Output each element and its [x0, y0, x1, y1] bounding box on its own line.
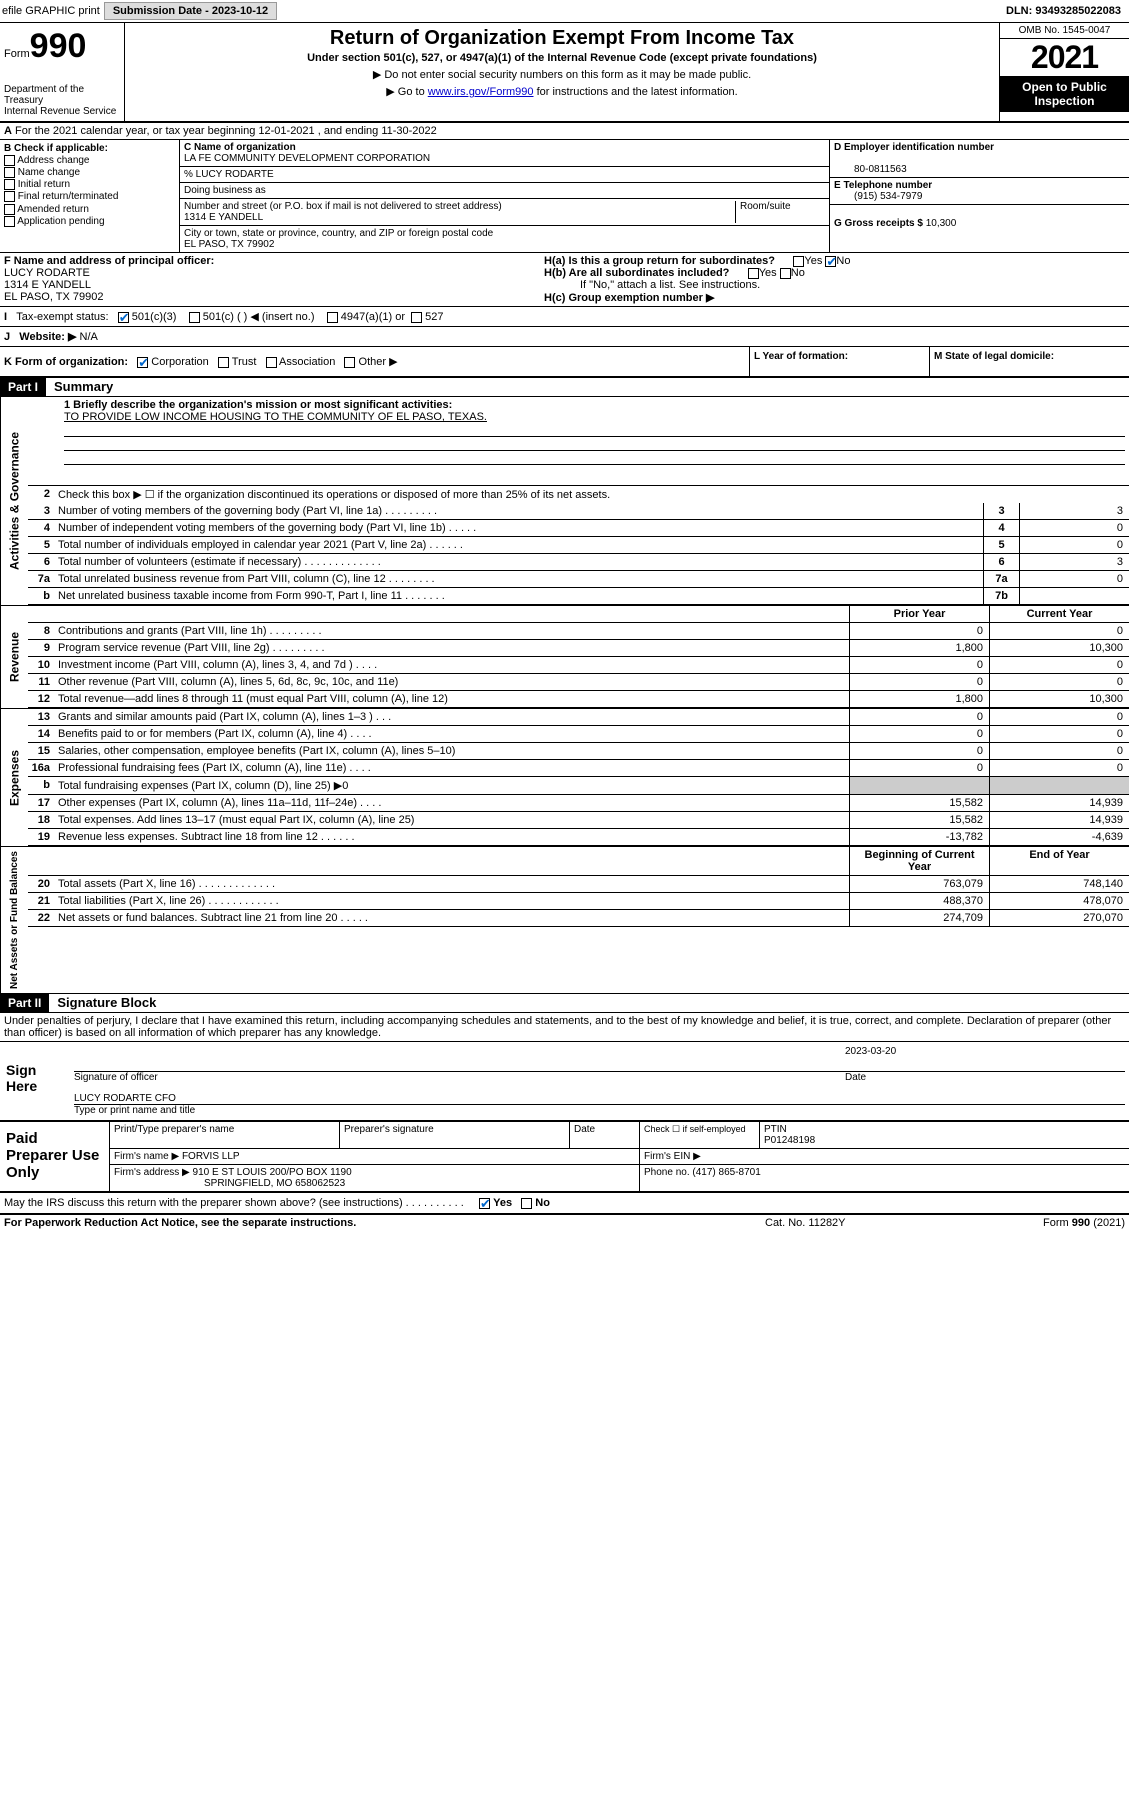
netassets-tab: Net Assets or Fund Balances — [0, 847, 28, 993]
mission-block: 1 Briefly describe the organization's mi… — [28, 397, 1129, 486]
phone: (915) 534-7979 — [834, 191, 922, 202]
form-word: Form — [4, 48, 30, 60]
city-state-zip: EL PASO, TX 79902 — [184, 239, 274, 250]
discuss-yes-checkbox[interactable] — [479, 1198, 490, 1209]
governance-tab: Activities & Governance — [0, 397, 28, 605]
501c3-checkbox[interactable] — [118, 312, 129, 323]
dln-label: DLN: 93493285022083 — [1006, 5, 1127, 17]
501c-checkbox[interactable] — [189, 312, 200, 323]
inspection-badge: Open to Public Inspection — [1000, 76, 1129, 112]
line-j: J Website: ▶ N/A — [0, 327, 1129, 347]
efile-label: efile GRAPHIC print — [2, 5, 100, 17]
street-address: 1314 E YANDELL — [184, 212, 263, 223]
form-subtitle: Under section 501(c), 527, or 4947(a)(1)… — [133, 52, 991, 64]
ha-no-checkbox[interactable] — [825, 256, 836, 267]
b-checkbox[interactable] — [4, 179, 15, 190]
omb-number: OMB No. 1545-0047 — [1000, 23, 1129, 39]
expenses-section: Expenses 13Grants and similar amounts pa… — [0, 708, 1129, 846]
section-deg: D Employer identification number80-08115… — [829, 140, 1129, 252]
submission-button[interactable]: Submission Date - 2023-10-12 — [104, 2, 277, 20]
care-of: % LUCY RODARTE — [184, 169, 274, 180]
k-checkbox[interactable] — [218, 357, 229, 368]
line-a: A For the 2021 calendar year, or tax yea… — [0, 123, 1129, 140]
hb-no-checkbox[interactable] — [780, 268, 791, 279]
dept-label: Department of the Treasury Internal Reve… — [4, 84, 120, 117]
block-bcd: B Check if applicable: Address change Na… — [0, 140, 1129, 253]
4947-checkbox[interactable] — [327, 312, 338, 323]
k-checkbox[interactable] — [344, 357, 355, 368]
note-ssn: ▶ Do not enter social security numbers o… — [133, 68, 991, 81]
ein: 80-0811563 — [834, 164, 907, 175]
officer-name: LUCY RODARTE — [4, 267, 90, 279]
form-title: Return of Organization Exempt From Incom… — [133, 27, 991, 50]
b-checkbox[interactable] — [4, 204, 15, 215]
expenses-tab: Expenses — [0, 709, 28, 846]
paid-preparer-label: Paid Preparer Use Only — [0, 1122, 110, 1191]
sign-block: Sign Here 2023-03-20 Signature of office… — [0, 1041, 1129, 1122]
page-footer: For Paperwork Reduction Act Notice, see … — [0, 1214, 1129, 1231]
website: N/A — [80, 331, 98, 343]
ha-yes-checkbox[interactable] — [793, 256, 804, 267]
topbar: efile GRAPHIC print Submission Date - 20… — [0, 0, 1129, 23]
527-checkbox[interactable] — [411, 312, 422, 323]
mission-text: TO PROVIDE LOW INCOME HOUSING TO THE COM… — [64, 411, 487, 423]
firm-address: 910 E ST LOUIS 200/PO BOX 1190 — [193, 1167, 352, 1178]
irs-link[interactable]: www.irs.gov/Form990 — [428, 86, 534, 98]
discuss-no-checkbox[interactable] — [521, 1198, 532, 1209]
governance-section: Activities & Governance 1 Briefly descri… — [0, 397, 1129, 605]
firm-phone: (417) 865-8701 — [692, 1167, 760, 1178]
sign-here-label: Sign Here — [0, 1042, 70, 1120]
hb-yes-checkbox[interactable] — [748, 268, 759, 279]
section-f: F Name and address of principal officer:… — [0, 253, 540, 306]
revenue-section: Revenue Prior YearCurrent Year 8Contribu… — [0, 605, 1129, 708]
discuss-line: May the IRS discuss this return with the… — [0, 1193, 1129, 1214]
sign-date: 2023-03-20 — [845, 1046, 1125, 1057]
section-b: B Check if applicable: Address change Na… — [0, 140, 180, 252]
firm-name: FORVIS LLP — [182, 1151, 240, 1162]
penalty-statement: Under penalties of perjury, I declare th… — [0, 1013, 1129, 1041]
cat-number: Cat. No. 11282Y — [765, 1217, 965, 1229]
b-checkbox[interactable] — [4, 155, 15, 166]
org-name: LA FE COMMUNITY DEVELOPMENT CORPORATION — [184, 153, 430, 164]
section-h: H(a) Is this a group return for subordin… — [540, 253, 1129, 306]
section-c: C Name of organizationLA FE COMMUNITY DE… — [180, 140, 829, 252]
b-checkbox[interactable] — [4, 191, 15, 202]
part2-header: Part IISignature Block — [0, 994, 1129, 1013]
form-number: 990 — [30, 27, 87, 65]
ptin: P01248198 — [764, 1135, 815, 1146]
b-checkbox[interactable] — [4, 167, 15, 178]
block-fh: F Name and address of principal officer:… — [0, 253, 1129, 307]
line-klm: K Form of organization: Corporation Trus… — [0, 347, 1129, 378]
form-header: Form990 Department of the Treasury Inter… — [0, 23, 1129, 123]
revenue-tab: Revenue — [0, 606, 28, 708]
line-i: I Tax-exempt status: 501(c)(3) 501(c) ( … — [0, 307, 1129, 327]
form-ref: Form 990 (2021) — [965, 1217, 1125, 1229]
part1-header: Part ISummary — [0, 378, 1129, 397]
officer-name-title: LUCY RODARTE CFO — [74, 1093, 1125, 1104]
netassets-section: Net Assets or Fund Balances Beginning of… — [0, 846, 1129, 994]
note-link: ▶ Go to www.irs.gov/Form990 for instruct… — [133, 85, 991, 98]
pra-notice: For Paperwork Reduction Act Notice, see … — [4, 1217, 765, 1229]
k-checkbox[interactable] — [266, 357, 277, 368]
b-checkbox[interactable] — [4, 216, 15, 227]
tax-year: 2021 — [1000, 39, 1129, 76]
paid-preparer-block: Paid Preparer Use Only Print/Type prepar… — [0, 1122, 1129, 1193]
k-checkbox[interactable] — [137, 357, 148, 368]
gross-receipts: 10,300 — [926, 218, 957, 229]
